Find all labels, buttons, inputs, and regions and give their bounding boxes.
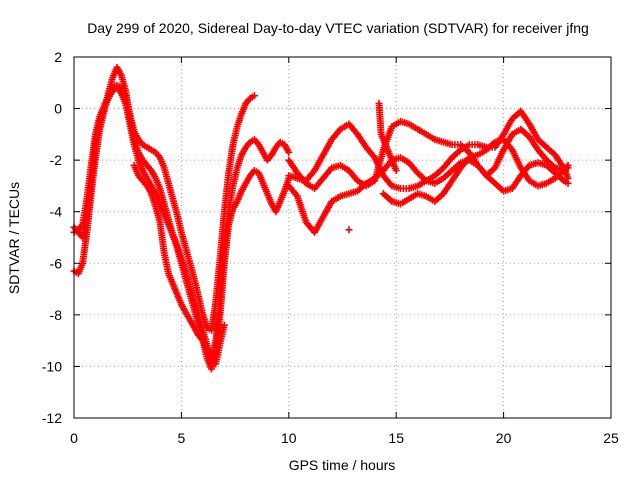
chart-title: Day 299 of 2020, Sidereal Day-to-day VTE… [87,20,589,36]
data-point [250,92,258,100]
x-tick-labels: 0 5 10 15 20 25 [70,430,619,446]
series-stray [345,99,400,234]
data-point [564,161,572,169]
series-track-d [130,161,228,368]
data-point [220,321,228,329]
data-point [345,226,353,234]
data-point [564,179,572,187]
plot-frame [73,56,612,419]
data-points [70,63,572,373]
series-track-h [379,136,572,208]
x-tick-label: 15 [388,430,404,446]
y-tick-label: -12 [42,410,62,426]
x-tick-label: 10 [281,430,297,446]
y-tick-label: -10 [42,358,62,374]
x-tick-label: 25 [603,430,619,446]
y-tick-label: -6 [50,255,63,271]
x-tick-label: 5 [178,430,186,446]
x-tick-label: 0 [70,430,78,446]
y-tick-labels: 2 0 -2 -4 -6 -8 -10 -12 [42,49,62,426]
grid-lines [74,57,611,418]
y-tick-label: 0 [54,101,62,117]
x-tick-label: 20 [496,430,512,446]
y-tick-label: -2 [50,152,63,168]
data-point [285,148,293,156]
y-axis-label: SDTVAR / TECUs [6,182,22,294]
axis-ticks [73,56,612,419]
y-tick-label: -4 [50,204,63,220]
y-tick-label: -8 [50,307,63,323]
y-tick-label: 2 [54,49,62,65]
data-point [392,166,400,174]
x-axis-label: GPS time / hours [289,457,396,473]
